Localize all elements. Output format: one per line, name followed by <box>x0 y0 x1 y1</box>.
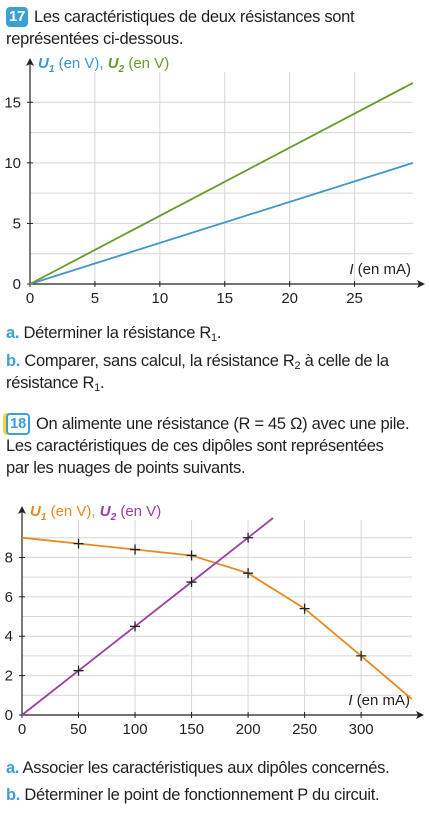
data-point-marker <box>130 544 141 555</box>
x-tick-label: 5 <box>91 290 99 307</box>
ex17-q-a-sub: 1 <box>211 332 217 344</box>
x-tick-label: 150 <box>179 721 204 738</box>
ex18-intro-line3: par les nuages de points suivants. <box>6 459 246 477</box>
series-line-2 <box>29 82 414 285</box>
y-tick-label: 4 <box>5 628 13 645</box>
y-tick-label: 2 <box>5 668 13 685</box>
ex18-q-a-marker: a. <box>6 759 20 777</box>
series-line-2 <box>21 517 274 716</box>
ex17-q-b-end: . <box>99 374 105 392</box>
x-axis-arrow <box>417 280 425 288</box>
series-line-1 <box>29 162 414 285</box>
ex18-intro-line2: Les caractéristiques de ces dipôles sont… <box>6 437 384 455</box>
ex18-q-b-marker: b. <box>6 786 21 804</box>
ex17-intro-text: Les caractéristiques de deux résistances… <box>6 8 355 48</box>
ex18-q-a-text: Associer les caractéristiques aux dipôle… <box>22 759 390 777</box>
ex18-number-badge: 18 <box>6 413 30 435</box>
y-tick-label: 15 <box>4 94 21 111</box>
y-tick-label: 5 <box>13 215 21 232</box>
x-tick-label: 100 <box>123 721 148 738</box>
ex17-q-b-text1: Comparer, sans calcul, la résistance R <box>24 352 295 370</box>
x-tick-label: 10 <box>151 290 168 307</box>
x-tick-label: 0 <box>18 721 26 738</box>
ex18-intro-line1: On alimente une résistance (R = 45 Ω) av… <box>36 415 410 433</box>
ex18-question-b: b. Déterminer le point de fonctionnement… <box>6 784 426 806</box>
x-tick-label: 25 <box>346 290 363 307</box>
data-point-marker <box>73 538 84 549</box>
x-axis-arrow <box>416 711 424 719</box>
data-point-marker <box>130 621 141 632</box>
y-tick-label: 0 <box>5 707 13 724</box>
data-point-marker <box>243 568 254 579</box>
x-axis-label: I (en mA) <box>348 692 410 709</box>
y-tick-label: 8 <box>5 549 13 566</box>
ex17-question-b: b. Comparer, sans calcul, la résistance … <box>6 350 426 394</box>
x-tick-label: 300 <box>349 721 374 738</box>
x-tick-label: 250 <box>292 721 317 738</box>
series-line-1 <box>21 536 413 700</box>
ex17-question-a: a. Déterminer la résistance R1. <box>6 322 426 344</box>
data-point-marker <box>186 577 197 588</box>
x-tick-label: 20 <box>281 290 298 307</box>
y-tick-label: 6 <box>5 589 13 606</box>
ex18-question-a: a. Associer les caractéristiques aux dip… <box>6 757 426 779</box>
data-point-marker <box>186 550 197 561</box>
data-point-marker <box>356 650 367 661</box>
data-point-marker <box>243 532 254 543</box>
x-tick-label: 50 <box>70 721 87 738</box>
x-tick-label: 200 <box>236 721 261 738</box>
chart-18: 0 50 100 150 200 250 300 0 2 4 6 8 U1 (en V), U2 (en… <box>5 503 424 738</box>
ex17-q-b-marker: b. <box>6 352 21 370</box>
y-axis-arrow <box>26 58 34 66</box>
y-axis-label: U1 (en V), U2 (en V) <box>30 503 161 523</box>
plot-area <box>30 72 413 284</box>
x-tick-label: 0 <box>26 290 34 307</box>
plot-area <box>22 520 412 715</box>
data-point-marker <box>299 603 310 614</box>
ex18-intro: 18 On alimente une résistance (R = 45 Ω) … <box>6 413 426 479</box>
y-tick-label: 10 <box>4 155 21 172</box>
y-tick-label: 0 <box>13 276 21 293</box>
ex17-q-b-sub2: 1 <box>94 382 100 394</box>
chart-17: 0 5 10 15 20 25 0 5 10 15 U1 (en V), U2 (en V) I (e… <box>4 55 425 307</box>
data-point-marker <box>73 665 84 676</box>
x-tick-label: 15 <box>216 290 233 307</box>
y-axis-label: U1 (en V), U2 (en V) <box>38 55 169 75</box>
ex17-q-b-sub1: 2 <box>294 360 301 372</box>
x-axis-label: I (en mA) <box>349 261 411 278</box>
ex17-q-b-text2: à celle de la résistance R <box>6 352 389 392</box>
ex17-number-badge: 17 <box>6 7 28 27</box>
y-axis-arrow <box>18 506 26 514</box>
ex17-q-a-text: Déterminer la résistance R <box>23 324 211 342</box>
ex17-q-a-marker: a. <box>6 324 20 342</box>
ex18-q-b-text: Déterminer le point de fonctionnement P … <box>24 786 380 804</box>
ex17-q-a-end: . <box>216 324 222 342</box>
ex17-intro: 17 Les caractéristiques de deux résistanc… <box>6 6 426 50</box>
